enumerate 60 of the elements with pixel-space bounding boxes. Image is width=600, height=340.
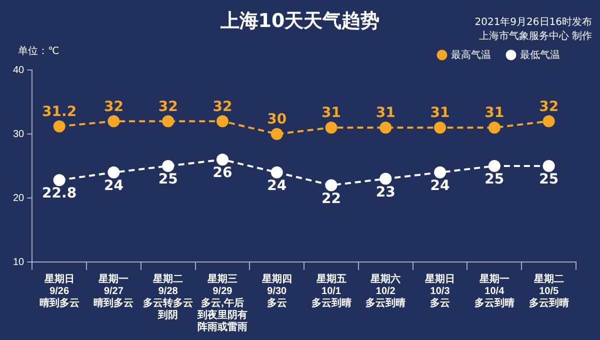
- x-tick-label: 星期三 9/29 多云,午后到夜里阴有阵雨或雷雨: [196, 272, 248, 333]
- data-label: 32: [539, 98, 559, 115]
- point: [325, 179, 338, 192]
- point: [216, 115, 228, 128]
- data-label: 31.2: [42, 104, 77, 120]
- point: [162, 115, 174, 128]
- point: [542, 160, 555, 172]
- point: [53, 174, 66, 186]
- x-tick-label: 星期二 10/5 多云到晴: [528, 272, 569, 309]
- data-label: 31: [376, 105, 396, 122]
- y-tick-label: 40: [13, 64, 25, 76]
- point: [380, 172, 392, 185]
- point: [270, 166, 283, 178]
- data-label: 30: [267, 112, 287, 128]
- data-label: 24: [267, 178, 287, 194]
- data-label: 22: [322, 190, 341, 207]
- point: [53, 120, 66, 132]
- point: [270, 128, 283, 140]
- point: [434, 166, 446, 178]
- y-tick-label: 30: [13, 128, 25, 140]
- data-label: 31: [322, 105, 341, 122]
- point: [380, 122, 392, 134]
- data-label: 32: [158, 98, 178, 115]
- x-tick-label: 星期日 10/3 多云: [424, 272, 456, 309]
- data-label: 32: [104, 98, 124, 115]
- data-label: 24: [430, 178, 450, 194]
- point: [488, 122, 500, 134]
- data-label: 32: [212, 98, 232, 115]
- point: [488, 160, 500, 172]
- x-tick-label: 星期日 9/26 晴到多云: [39, 272, 80, 309]
- data-label: 25: [539, 172, 559, 188]
- data-label: 24: [104, 178, 124, 194]
- data-label: 31: [484, 105, 504, 122]
- data-label: 22.8: [42, 186, 77, 202]
- data-label: 25: [158, 172, 178, 188]
- y-tick-label: 10: [13, 256, 25, 268]
- point: [325, 122, 338, 134]
- x-tick-label: 星期一 9/27 晴到多云: [94, 272, 134, 309]
- x-tick-label: 星期二 9/28 多云转多云到阴: [143, 272, 194, 321]
- point: [162, 160, 174, 172]
- data-label: 31: [430, 105, 450, 122]
- x-tick-label: 星期六 10/2 多云到晴: [366, 272, 406, 309]
- point: [216, 154, 228, 166]
- point: [108, 115, 120, 128]
- data-label: 26: [212, 165, 232, 182]
- legend-label: 最高气温: [451, 48, 491, 61]
- point: [434, 122, 446, 134]
- legend-label: 最低气温: [520, 48, 560, 61]
- x-tick-label: 星期四 9/30 多云: [260, 272, 292, 309]
- chart-title: 上海10天天气趋势: [220, 10, 380, 32]
- point: [542, 115, 555, 128]
- text: 2021年9月26日16时发布: [474, 16, 592, 30]
- y-tick-label: 20: [13, 192, 25, 204]
- data-label: 25: [484, 172, 504, 188]
- data-label: 23: [376, 184, 396, 200]
- text: 上海市气象服务中心 制作: [478, 30, 592, 44]
- x-tick-label: 星期五 10/1 多云到晴: [311, 272, 352, 309]
- y-axis-title: 单位：℃: [18, 44, 60, 58]
- point: [108, 166, 120, 178]
- x-tick-label: 星期一 10/4 多云到晴: [474, 272, 514, 309]
